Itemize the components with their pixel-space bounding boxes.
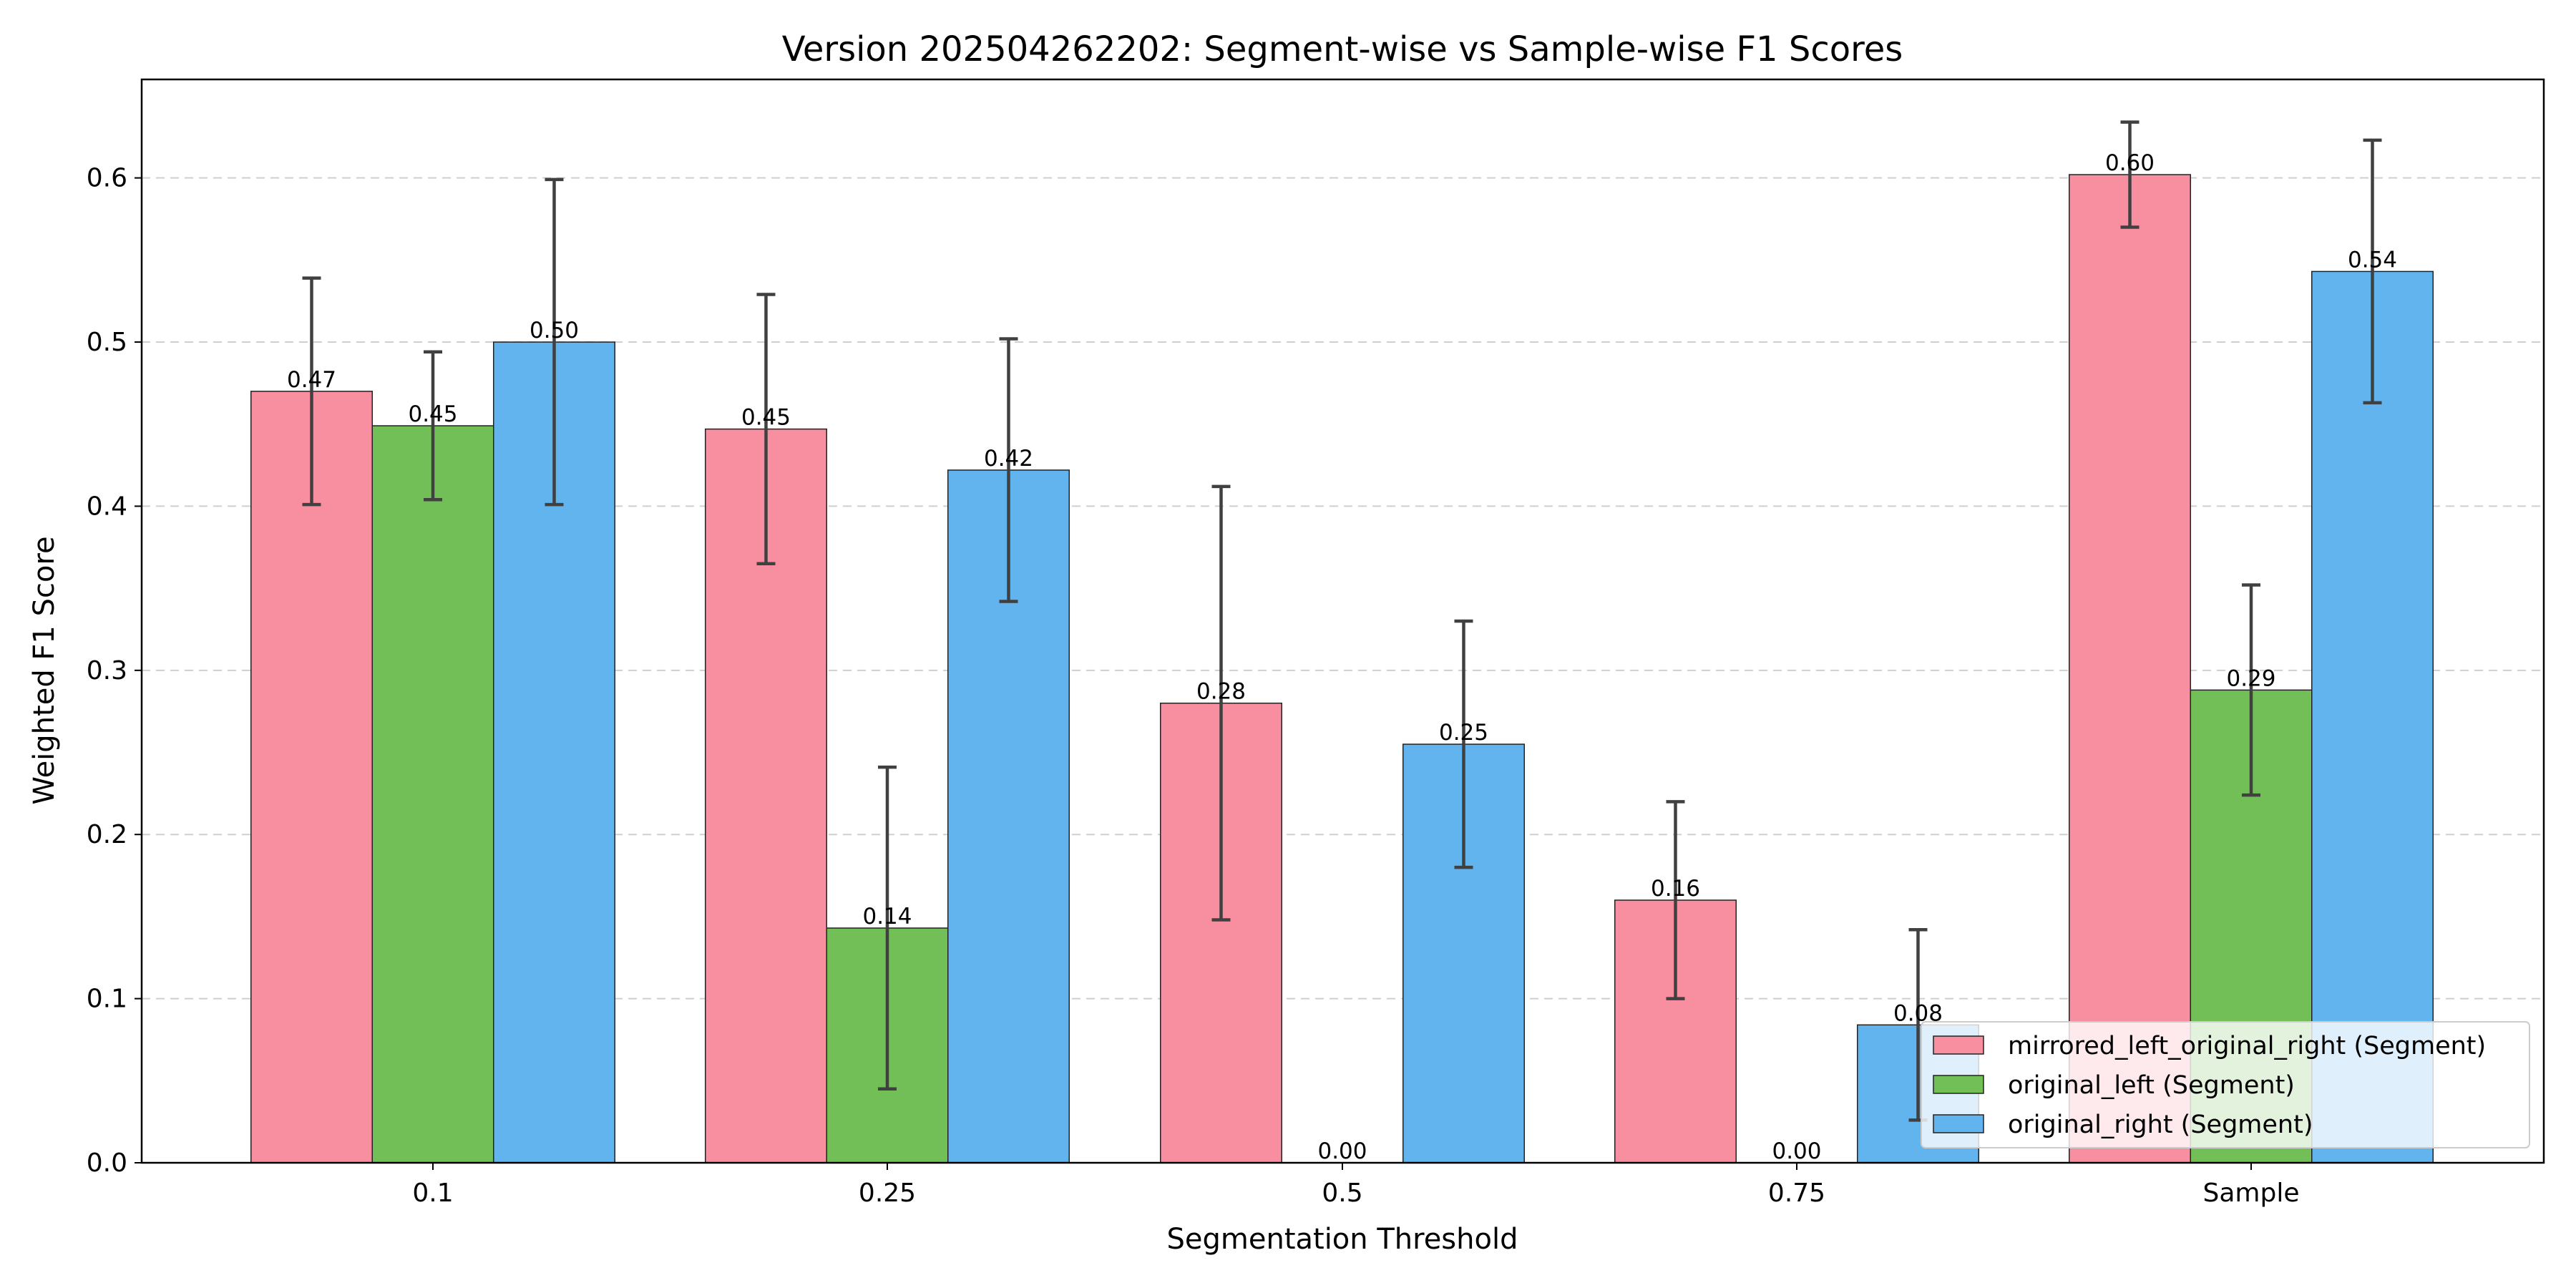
data-label: 0.00	[1772, 1138, 1821, 1164]
y-tick-label: 0.5	[87, 328, 127, 357]
bar	[371, 425, 494, 1163]
data-label: 0.54	[2348, 247, 2397, 273]
data-labels: 0.47 0.45 0.28 0.16 0.60 0.45 0.14 0.00 0.00 0.29…	[287, 150, 2397, 1164]
data-label: 0.45	[741, 405, 791, 431]
bars	[250, 174, 2434, 1163]
legend-item[interactable]: mirrored_left_original_right (Segment)	[1933, 1032, 2486, 1060]
y-tick-label: 0.1	[87, 985, 127, 1014]
y-tick-label: 0.6	[87, 164, 127, 193]
data-label: 0.14	[862, 904, 912, 930]
data-label: 0.29	[2226, 665, 2275, 691]
x-axis-label: Segmentation Threshold	[1167, 1223, 1518, 1256]
y-axis-label: Weighted F1 Score	[28, 536, 61, 804]
y-tick-label: 0.4	[87, 492, 127, 521]
y-tick-label: 0.3	[87, 656, 127, 686]
legend[interactable]: mirrored_left_original_right (Segment) or…	[1921, 1021, 2530, 1148]
legend-label: mirrored_left_original_right (Segment)	[2008, 1032, 2486, 1060]
x-tick-label: 0.5	[1322, 1179, 1362, 1208]
error-bars	[302, 120, 2382, 1122]
legend-item[interactable]: original_left (Segment)	[1933, 1071, 2295, 1100]
legend-label: original_right (Segment)	[2008, 1111, 2313, 1139]
x-axis-ticks: 0.1 0.25 0.5 0.75 Sample	[412, 1163, 2299, 1208]
legend-item[interactable]: original_right (Segment)	[1933, 1111, 2313, 1139]
data-label: 0.00	[1317, 1138, 1367, 1164]
data-label: 0.28	[1196, 679, 1246, 705]
x-tick-label: 0.75	[1768, 1179, 1825, 1208]
data-label: 0.25	[1439, 720, 1488, 746]
bar	[250, 391, 373, 1163]
y-tick-label: 0.2	[87, 820, 127, 849]
data-label: 0.42	[984, 446, 1033, 472]
x-tick-label: 0.25	[859, 1179, 916, 1208]
y-tick-label: 0.0	[87, 1148, 127, 1178]
legend-label: original_left (Segment)	[2008, 1071, 2295, 1100]
legend-box	[1921, 1021, 2530, 1148]
chart-title: Version 202504262202: Segment-wise vs Sa…	[782, 29, 1903, 69]
data-label: 0.16	[1651, 876, 1700, 902]
x-tick-label: 0.1	[412, 1179, 453, 1208]
x-tick-label: Sample	[2203, 1179, 2300, 1208]
legend-swatch	[1933, 1035, 1984, 1055]
legend-swatch	[1933, 1075, 1984, 1094]
bar	[2311, 270, 2434, 1163]
data-label: 0.50	[530, 318, 579, 343]
legend-swatch	[1933, 1114, 1984, 1133]
data-label: 0.60	[2105, 150, 2155, 176]
y-axis-ticks: 0.0 0.1 0.2 0.3 0.4 0.5 0.6	[87, 164, 142, 1178]
bar	[2069, 174, 2191, 1163]
data-label: 0.47	[287, 367, 336, 393]
data-label: 0.45	[408, 401, 457, 427]
